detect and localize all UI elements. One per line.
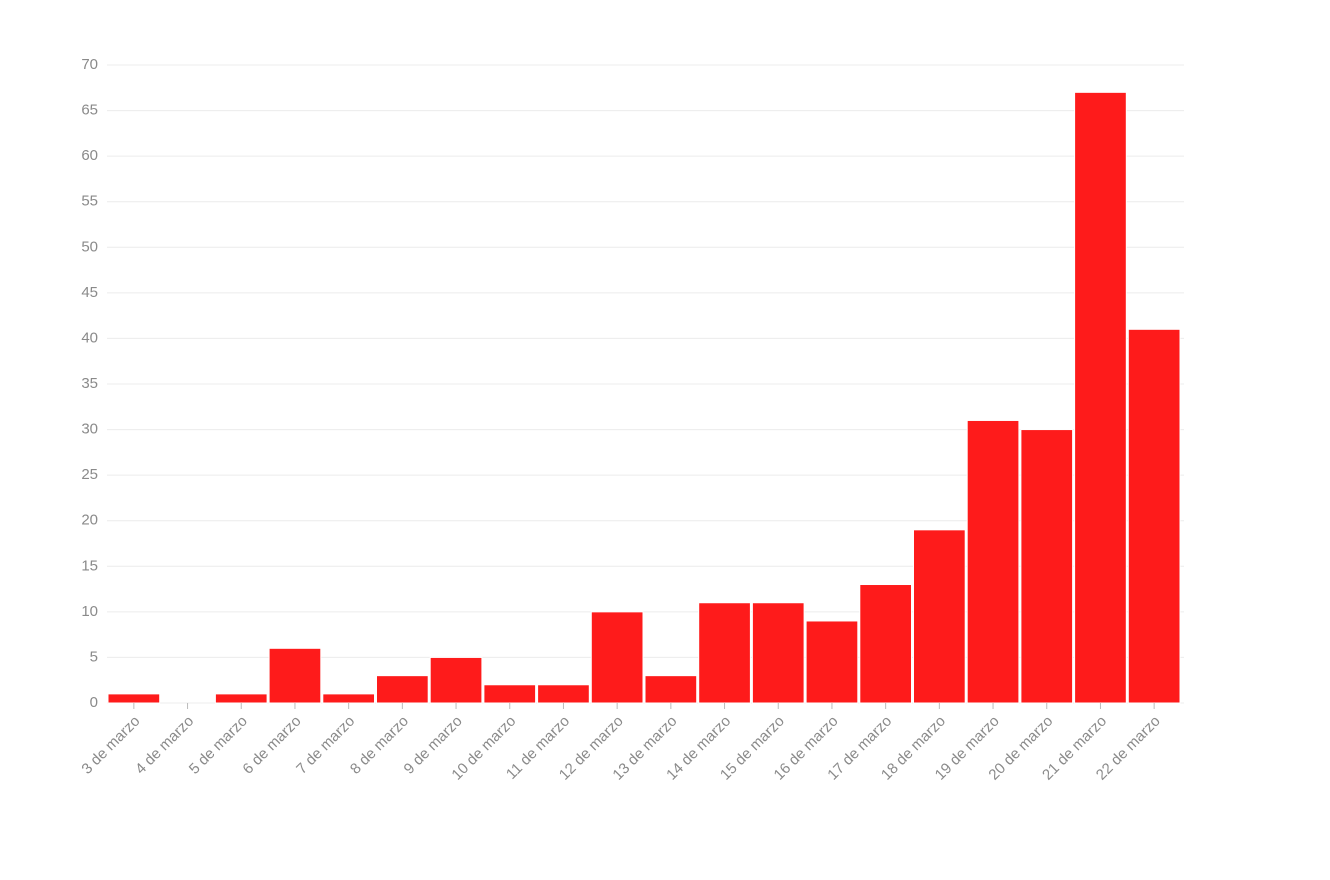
bar [1020,429,1074,704]
bar [751,602,805,704]
y-tick-label: 40 [81,329,98,346]
y-tick-label: 35 [81,375,98,392]
bar [268,647,322,704]
y-tick-label: 65 [81,102,98,119]
y-tick-label: 20 [81,512,98,529]
bar [590,611,644,704]
y-tick-label: 55 [81,193,98,210]
bar [322,693,375,704]
y-tick-label: 25 [81,466,98,483]
y-tick-label: 45 [81,284,98,301]
y-tick-label: 15 [81,557,98,574]
bar [537,684,590,704]
bar [913,529,966,704]
y-tick-label: 70 [81,56,98,73]
y-tick-label: 5 [90,648,98,665]
y-tick-label: 50 [81,238,98,255]
bar [483,684,537,704]
y-tick-label: 30 [81,421,98,438]
bar [1074,91,1127,704]
bar [698,602,751,704]
bar [107,693,161,704]
y-tick-label: 0 [90,694,98,711]
y-tick-label: 60 [81,147,98,164]
bar [214,693,268,704]
bar [644,675,698,704]
bar [376,675,429,704]
bar [429,656,483,704]
bar [966,419,1020,704]
bar [859,584,912,704]
y-tick-label: 10 [81,603,98,620]
bar [805,620,859,704]
bar [1127,328,1181,704]
